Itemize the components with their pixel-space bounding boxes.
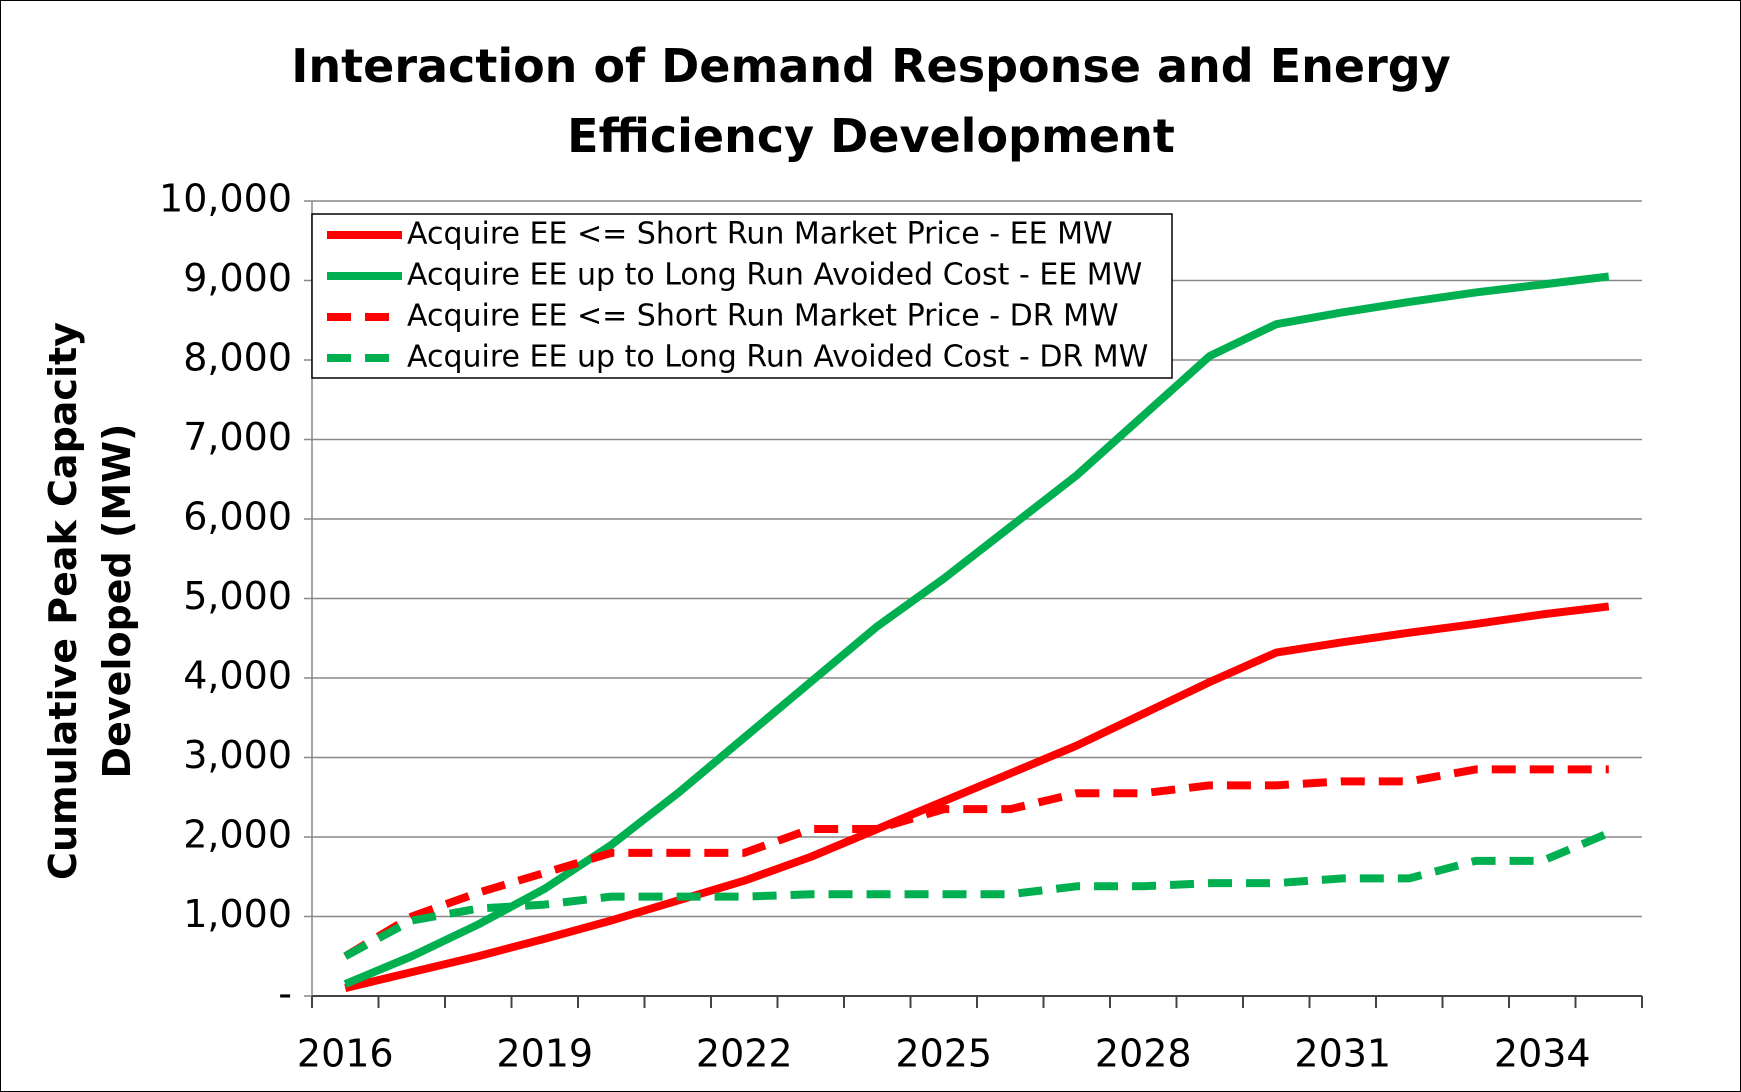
y-tick-label: 2,000 [183,813,292,857]
x-tick-label: 2022 [696,1032,793,1076]
chart-title: Interaction of Demand Response and Energ… [291,39,1451,163]
y-tick-label: 1,000 [183,892,292,936]
x-tick-label: 2028 [1095,1032,1192,1076]
legend-label: Acquire EE <= Short Run Market Price - D… [407,299,1119,334]
y-tick-label: 9,000 [183,256,292,300]
x-tick-label: 2016 [297,1032,394,1076]
y-tick-label: 4,000 [183,654,292,698]
y-tick-label: 7,000 [183,415,292,459]
series-line [344,602,1610,992]
legend-box [311,213,1173,379]
y-tick-label: - [278,972,292,1016]
y-axis-label: Cumulative Peak Capacity Developed (MW) [41,322,139,880]
y-tick-label: 10,000 [159,177,292,221]
series-line [343,765,1609,960]
y-tick-label: 5,000 [183,574,292,618]
series-line [343,272,1610,988]
legend-label: Acquire EE <= Short Run Market Price - E… [407,217,1113,252]
series-line [343,829,1611,960]
y-tick-label: 3,000 [183,733,292,777]
y-tick-label: 8,000 [183,336,292,380]
legend-label: Acquire EE up to Long Run Avoided Cost -… [407,340,1148,375]
x-tick-label: 2034 [1494,1032,1591,1076]
legend-label: Acquire EE up to Long Run Avoided Cost -… [407,258,1142,293]
x-tick-label: 2019 [496,1032,593,1076]
x-tick-label: 2031 [1294,1032,1391,1076]
y-tick-label: 6,000 [183,495,292,539]
x-tick-label: 2025 [895,1032,992,1076]
